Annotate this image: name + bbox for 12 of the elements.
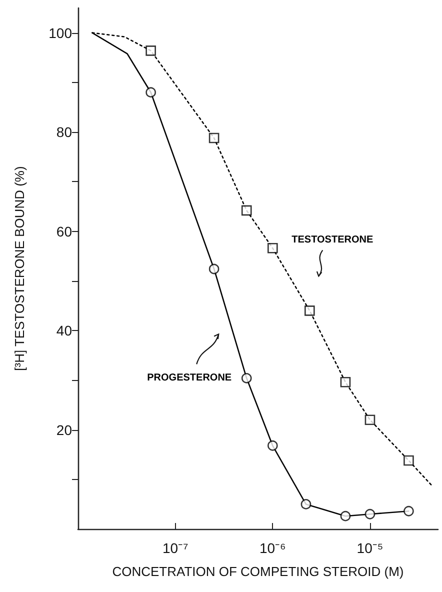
x-axis-title: CONCETRATION OF COMPETING STEROID (M) bbox=[112, 564, 404, 579]
y-tick-label: 60 bbox=[56, 223, 72, 240]
x-tick-label: 10⁻⁶ bbox=[259, 540, 286, 556]
series-label: PROGESTERONE bbox=[147, 372, 232, 384]
y-axis-title: [³H] TESTOSTERONE BOUND (%) bbox=[12, 166, 27, 371]
y-tick-label: 80 bbox=[56, 124, 72, 140]
y-tick-label: 100 bbox=[48, 24, 72, 41]
x-tick-label: 10⁻⁵ bbox=[356, 540, 384, 556]
x-tick-label: 10⁻⁷ bbox=[162, 540, 188, 556]
y-tick-label: 20 bbox=[56, 422, 72, 438]
series-label: TESTOSTERONE bbox=[292, 234, 374, 246]
y-tick-label: 40 bbox=[56, 322, 72, 339]
